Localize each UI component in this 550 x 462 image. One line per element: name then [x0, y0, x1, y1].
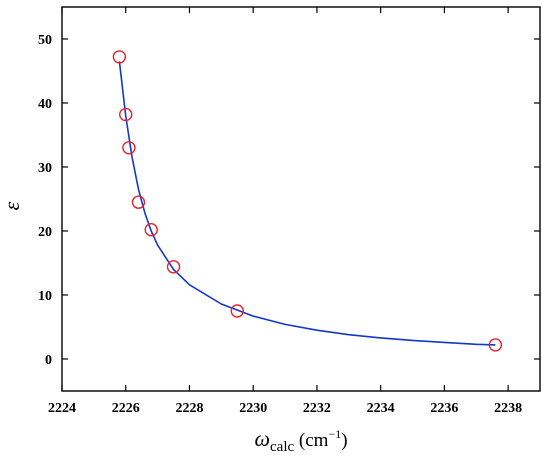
x-tick-label: 2224: [48, 401, 76, 416]
x-axis-label: ωcalc (cm−1): [254, 426, 347, 455]
y-tick-label: 40: [38, 97, 52, 112]
data-point: [488, 338, 503, 352]
y-axis-label: ε: [0, 201, 24, 210]
x-tick-label: 2238: [494, 401, 522, 416]
x-axis-unit-open: (cm: [294, 430, 329, 451]
data-point: [122, 141, 136, 155]
y-tick-label: 30: [38, 161, 52, 176]
plot-frame: [61, 6, 541, 392]
x-axis-subscript: calc: [270, 439, 294, 455]
axis-ticks: 2224 2226 2228 2230 2232 2234 2236 2238 0 10 20 30 4…: [38, 7, 540, 416]
x-tick-label: 2228: [175, 401, 203, 416]
y-tick-label: 0: [45, 353, 52, 368]
fit-curve-layer: [118, 61, 496, 346]
y-tick-label: 10: [38, 289, 52, 304]
data-points-layer: [112, 50, 503, 352]
y-tick-label: 20: [38, 225, 52, 240]
x-tick-label: 2232: [303, 401, 331, 416]
x-tick-label: 2226: [112, 401, 140, 416]
y-tick-label: 50: [38, 33, 52, 48]
x-axis-unit-sup: −1: [328, 427, 341, 441]
x-tick-label: 2234: [367, 401, 395, 416]
fit-curve: [118, 61, 496, 346]
data-point: [112, 50, 127, 64]
x-tick-label: 2230: [239, 401, 267, 416]
x-tick-label: 2236: [430, 401, 458, 416]
x-axis-unit-close: ): [341, 430, 347, 451]
data-point: [131, 195, 146, 209]
data-point: [144, 223, 158, 237]
data-point: [166, 260, 181, 274]
x-axis-symbol: ω: [254, 426, 270, 451]
data-point: [119, 107, 133, 122]
data-point: [230, 304, 244, 318]
